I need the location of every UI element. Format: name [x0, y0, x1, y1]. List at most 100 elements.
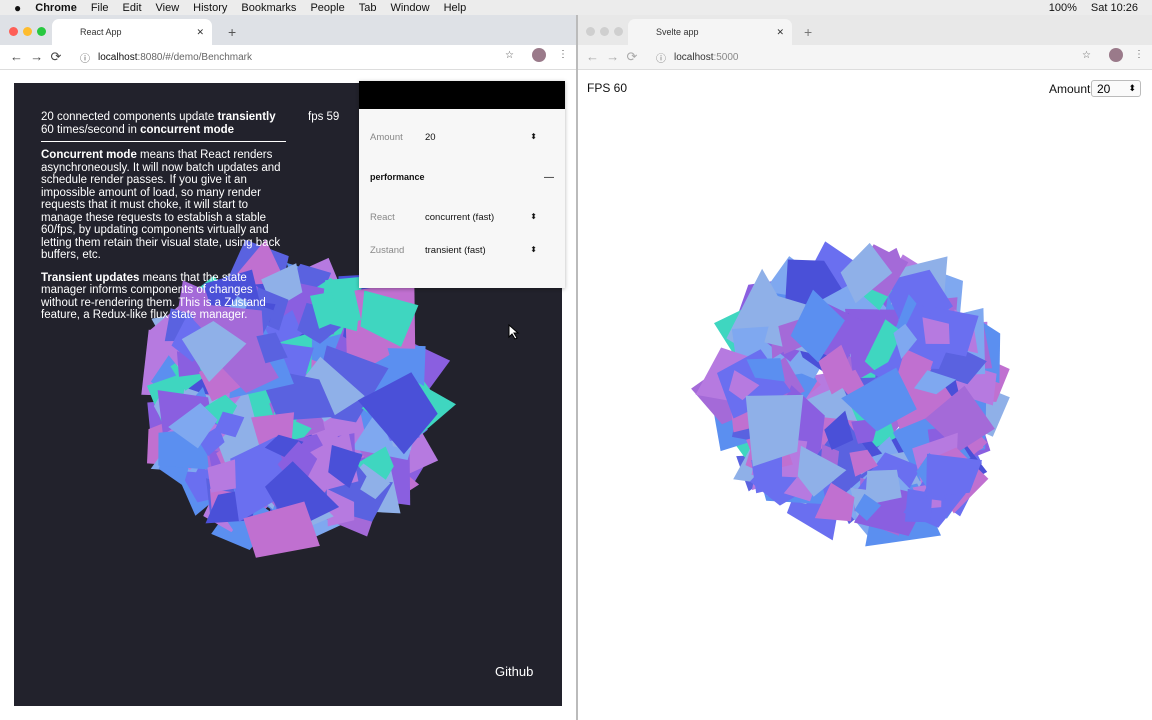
menu-item[interactable]: Bookmarks — [241, 1, 297, 14]
info-icon[interactable]: ⓘ — [80, 54, 90, 65]
row-label: React — [370, 212, 395, 223]
text-run: transiently — [217, 111, 276, 123]
app-name[interactable]: Chrome — [35, 1, 77, 14]
menu-item[interactable]: File — [90, 1, 109, 14]
cube-facet — [230, 436, 291, 522]
cube-facet — [751, 456, 782, 494]
intro-text: 20 connected components update transient… — [41, 111, 286, 142]
nav-buttons[interactable]: ← → ⟳ — [10, 49, 62, 64]
select-arrows: ⬍ — [530, 132, 537, 141]
menu-item[interactable]: Window — [390, 1, 430, 14]
menu-item[interactable]: Tab — [358, 1, 377, 14]
fps-counter: FPS 60 — [587, 81, 628, 95]
profile-avatar[interactable] — [532, 48, 546, 62]
menu-item[interactable]: View — [155, 1, 180, 14]
cube-facet — [854, 493, 882, 521]
zoom-button[interactable] — [614, 27, 623, 36]
browser-tab[interactable]: React App ✕ — [52, 19, 212, 45]
clock[interactable]: Sat 10:26 — [1090, 1, 1138, 14]
cube-facet — [824, 410, 854, 450]
paragraph: Concurrent mode means that React renders… — [41, 149, 286, 262]
close-button[interactable] — [9, 27, 18, 36]
svelte-scene — [691, 241, 1010, 547]
menu-item[interactable]: People — [310, 1, 345, 14]
tab-title: Svelte app — [656, 27, 699, 37]
mouse-cursor — [508, 324, 520, 340]
nav-buttons[interactable]: ← → ⟳ — [586, 49, 638, 64]
cube-facet — [181, 321, 247, 382]
collapse-button[interactable]: — — [544, 172, 554, 183]
cube-facet — [328, 445, 363, 489]
row-label: Zustand — [370, 245, 405, 256]
minimize-button[interactable] — [600, 27, 609, 36]
menu-icon[interactable]: ⋮ — [558, 49, 568, 60]
new-tab[interactable]: + — [228, 24, 237, 40]
panel-header — [359, 81, 565, 109]
menus: File Edit View History Bookmarks People Tab Win… — [91, 2, 480, 14]
address-bar: ← → ⟳ ⓘ localhost:5000 ☆ ⋮ — [578, 45, 1152, 70]
cube-facet — [924, 306, 979, 357]
bookmark-star[interactable]: ☆ — [505, 50, 514, 61]
text-run: Concurrent mode — [41, 149, 137, 161]
menu-bar: ● Chrome File Edit View History Bookmarks Peo… — [0, 0, 1152, 15]
menu-item[interactable]: Help — [443, 1, 467, 14]
cube-facet — [841, 367, 917, 432]
github-link[interactable]: Github — [495, 664, 534, 679]
select-arrows: ⬍ — [1128, 83, 1136, 93]
cube-facet — [360, 290, 419, 347]
row-select[interactable]: transient (fast) ⬍ — [425, 245, 553, 256]
amount-value: 20 — [425, 132, 436, 143]
minimize-button[interactable] — [23, 27, 32, 36]
amount-select[interactable]: 20 ⬍ — [1091, 80, 1141, 97]
new-tab[interactable]: + — [804, 24, 813, 40]
cube-facet — [849, 449, 878, 477]
cube-facet — [797, 445, 847, 497]
close-button[interactable] — [586, 27, 595, 36]
address-bar: ← → ⟳ ⓘ localhost:8080/#/demo/Benchmark … — [0, 45, 576, 70]
profile-avatar[interactable] — [1109, 48, 1123, 62]
cube-facet — [893, 323, 918, 359]
url[interactable]: localhost:8080/#/demo/Benchmark — [98, 52, 252, 63]
cube-facet — [818, 344, 857, 395]
window-divider — [576, 15, 578, 720]
browser-tab[interactable]: Svelte app ✕ — [628, 19, 792, 45]
cube-facet — [207, 459, 236, 493]
description: Concurrent mode means that React renders… — [41, 149, 286, 332]
url-path: :5000 — [713, 52, 739, 63]
tab-close[interactable]: ✕ — [196, 26, 204, 37]
amount-value: 20 — [1097, 82, 1111, 96]
select-arrows: ⬍ — [530, 245, 537, 254]
amount-label: Amount — [1049, 82, 1091, 96]
cube-facet — [728, 370, 760, 401]
control-panel: Amount 20 ⬍ performance — React concurrent… — [359, 81, 565, 288]
url[interactable]: localhost:5000 — [674, 52, 739, 63]
cube-facet — [840, 242, 893, 304]
cube-facet — [914, 370, 957, 395]
section-title[interactable]: performance — [370, 172, 425, 182]
fps-counter: fps 59 — [308, 111, 340, 123]
apple-icon[interactable]: ● — [14, 0, 22, 15]
tab-close[interactable]: ✕ — [776, 26, 784, 37]
cube-facet — [197, 426, 225, 457]
menu-item[interactable]: Edit — [122, 1, 142, 14]
react-scene — [141, 239, 456, 558]
text-run: means that React renders asynchroneously… — [41, 149, 281, 261]
amount-select[interactable]: 20 ⬍ — [425, 132, 553, 143]
cube-facet — [243, 501, 320, 558]
menu-icon[interactable]: ⋮ — [1134, 49, 1144, 60]
paragraph: Transient updates means that the state m… — [41, 272, 286, 322]
menu-item[interactable]: History — [193, 1, 228, 14]
cube-facet — [310, 291, 341, 329]
cube-facet — [746, 358, 785, 382]
cube-facet — [203, 394, 238, 432]
text-run: Transient updates — [41, 271, 140, 284]
info-icon[interactable]: ⓘ — [656, 54, 666, 65]
zoom-button[interactable] — [37, 27, 46, 36]
cube-facet — [256, 332, 288, 364]
cube-facet — [864, 469, 902, 506]
cube-facet — [357, 372, 438, 455]
row-select[interactable]: concurrent (fast) ⬍ — [425, 212, 553, 223]
text-run: concurrent mode — [140, 123, 235, 136]
bookmark-star[interactable]: ☆ — [1082, 50, 1091, 61]
cube-facet — [922, 317, 950, 344]
